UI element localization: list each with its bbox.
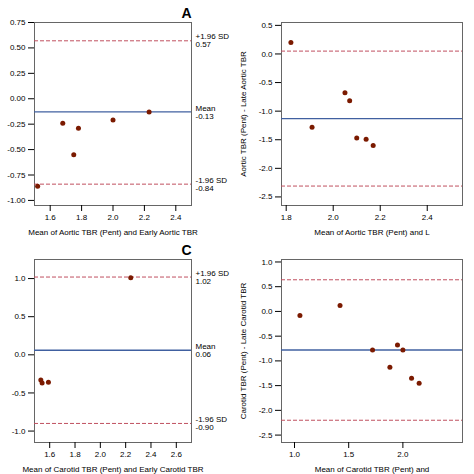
svg-text:-1.0: -1.0 (259, 107, 273, 116)
svg-text:1.8: 1.8 (76, 213, 88, 222)
svg-text:-2.0: -2.0 (259, 406, 273, 415)
svg-text:0.5: 0.5 (14, 312, 26, 321)
svg-text:0.75: 0.75 (10, 18, 26, 27)
svg-text:2.4: 2.4 (145, 450, 157, 459)
svg-text:Mean0.06: Mean0.06 (196, 342, 216, 359)
svg-text:-0.25: -0.25 (7, 120, 26, 129)
svg-text:2.0: 2.0 (95, 450, 107, 459)
svg-text:1.8: 1.8 (281, 213, 293, 222)
svg-text:0.5: 0.5 (261, 282, 273, 291)
svg-text:0.25: 0.25 (10, 69, 26, 78)
svg-text:Mean of Aortic TBR (Pent) and: Mean of Aortic TBR (Pent) and L (314, 228, 430, 237)
svg-text:Mean of Carotid TBR (Pent) and: Mean of Carotid TBR (Pent) and (315, 465, 430, 474)
svg-text:Mean-0.13: Mean-0.13 (196, 104, 216, 121)
svg-text:2.4: 2.4 (422, 213, 434, 222)
svg-text:0.00: 0.00 (10, 94, 26, 103)
svg-text:2.2: 2.2 (120, 450, 132, 459)
svg-text:0.50: 0.50 (10, 43, 26, 52)
svg-text:2.2: 2.2 (375, 213, 387, 222)
svg-text:2.2: 2.2 (139, 213, 151, 222)
svg-text:-2.5: -2.5 (259, 192, 273, 201)
svg-text:C: C (181, 242, 191, 258)
svg-text:1.0: 1.0 (261, 258, 273, 267)
svg-text:0.0: 0.0 (261, 307, 273, 316)
svg-text:-1.5: -1.5 (259, 381, 273, 390)
svg-text:1.0: 1.0 (14, 274, 26, 283)
svg-text:0.5: 0.5 (261, 21, 273, 30)
svg-text:+1.96 SD0.57: +1.96 SD0.57 (196, 32, 230, 49)
svg-text:-0.50: -0.50 (7, 145, 26, 154)
svg-text:Aortic TBR (Pent) - Late Aorti: Aortic TBR (Pent) - Late Aortic TBR (239, 51, 248, 177)
svg-text:-2.0: -2.0 (259, 164, 273, 173)
svg-text:-2.5: -2.5 (259, 431, 273, 440)
svg-text:-0.5: -0.5 (259, 332, 273, 341)
svg-text:0.0: 0.0 (261, 50, 273, 59)
svg-text:2.0: 2.0 (328, 213, 340, 222)
svg-text:-1.0: -1.0 (259, 356, 273, 365)
svg-text:-1.96 SD-0.84: -1.96 SD-0.84 (196, 176, 228, 193)
svg-text:1.6: 1.6 (44, 450, 56, 459)
svg-text:Carotid TBR (Pent) - Late Caro: Carotid TBR (Pent) - Late Carotid TBR (239, 282, 248, 419)
svg-text:Mean of Aortic TBR (Pent) and: Mean of Aortic TBR (Pent) and Early Aort… (28, 228, 198, 237)
svg-text:-1.0: -1.0 (12, 427, 26, 436)
svg-text:-1.00: -1.00 (7, 196, 26, 205)
svg-text:1.6: 1.6 (45, 213, 57, 222)
svg-text:2.4: 2.4 (170, 213, 182, 222)
svg-text:A: A (181, 5, 191, 21)
svg-text:2.6: 2.6 (171, 450, 183, 459)
svg-text:-0.5: -0.5 (12, 388, 26, 397)
svg-text:-0.5: -0.5 (259, 78, 273, 87)
svg-text:1.8: 1.8 (69, 450, 81, 459)
svg-text:2.0: 2.0 (107, 213, 119, 222)
svg-text:-1.5: -1.5 (259, 135, 273, 144)
svg-text:0.0: 0.0 (14, 350, 26, 359)
svg-text:1.5: 1.5 (343, 450, 355, 459)
svg-text:-1.96 SD-0.90: -1.96 SD-0.90 (196, 415, 228, 432)
svg-text:2.0: 2.0 (397, 450, 409, 459)
svg-text:Mean of Carotid TBR (Pent) and: Mean of Carotid TBR (Pent) and Early Car… (22, 465, 203, 474)
svg-text:1.0: 1.0 (289, 450, 301, 459)
svg-text:-0.75: -0.75 (7, 171, 26, 180)
svg-text:+1.96 SD1.02: +1.96 SD1.02 (196, 269, 230, 286)
